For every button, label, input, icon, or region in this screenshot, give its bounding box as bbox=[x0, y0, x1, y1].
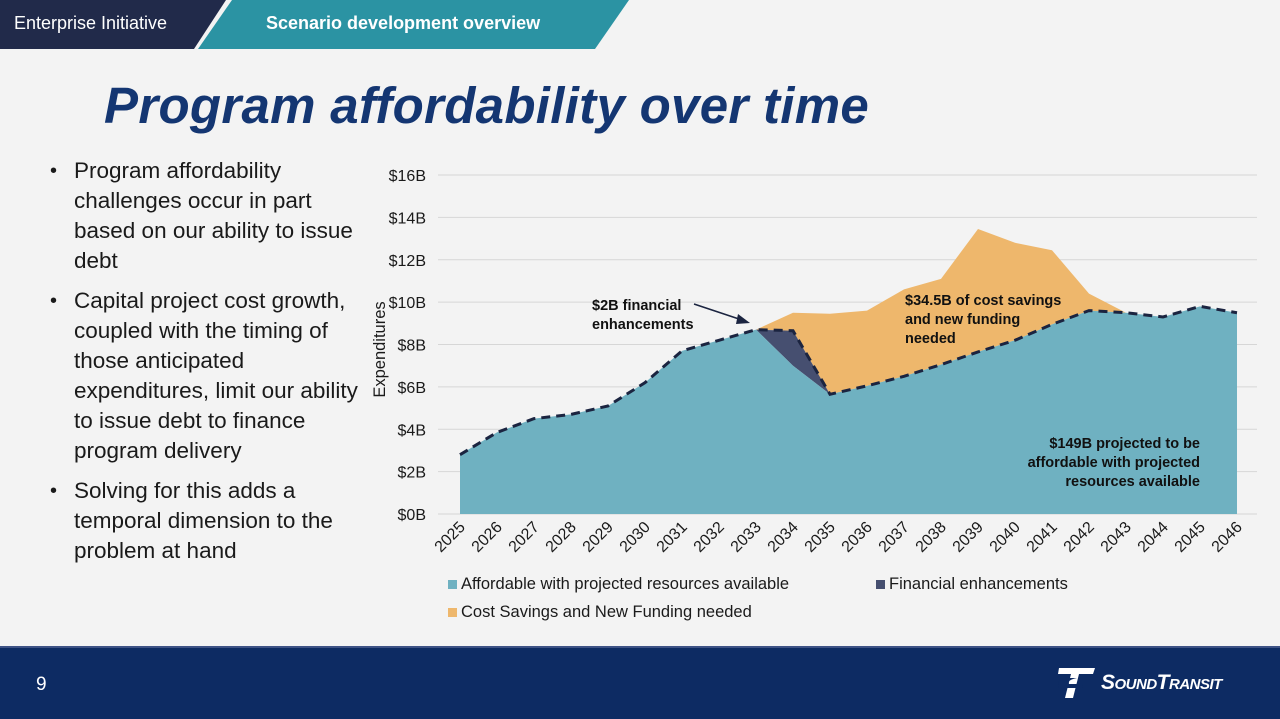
legend-label: Affordable with projected resources avai… bbox=[461, 575, 790, 593]
header-band: Enterprise Initiative Scenario developme… bbox=[0, 0, 1280, 50]
annotation-cost-savings: and new funding bbox=[905, 312, 1020, 328]
x-tick-label: 2032 bbox=[691, 519, 728, 556]
annotation-cost-savings: needed bbox=[905, 331, 956, 347]
x-tick-label: 2038 bbox=[913, 519, 950, 556]
x-tick-label: 2040 bbox=[987, 519, 1024, 556]
annotation-arrow-line bbox=[693, 303, 743, 321]
x-tick-label: 2028 bbox=[543, 519, 580, 556]
annotation-affordable-total: resources available bbox=[1065, 474, 1200, 490]
sound-transit-logo: SoundTransit bbox=[1055, 666, 1222, 700]
x-tick-label: 2043 bbox=[1098, 519, 1135, 556]
annotation-financial-enhancements: $2B financial bbox=[592, 298, 681, 314]
x-tick-label: 2026 bbox=[469, 519, 506, 556]
x-tick-label: 2044 bbox=[1135, 519, 1172, 556]
legend-item-affordable: Affordable with projected resources avai… bbox=[448, 575, 789, 594]
y-tick-label: $2B bbox=[398, 465, 426, 482]
topic-tab bbox=[198, 0, 629, 49]
annotation-arrow-head-icon bbox=[736, 314, 750, 324]
x-tick-label: 2034 bbox=[765, 519, 802, 556]
x-tick-label: 2039 bbox=[950, 519, 987, 556]
y-tick-label: $12B bbox=[389, 253, 426, 270]
y-axis-title: Expenditures bbox=[371, 301, 389, 397]
bullet-item: • Solving for this adds a temporal dimens… bbox=[50, 476, 360, 566]
x-tick-label: 2035 bbox=[802, 519, 839, 556]
x-tick-label: 2025 bbox=[432, 519, 469, 556]
chart-svg: $0B $2B $4B $6B $8B $10B $12B $14B $16B Expenditu… bbox=[371, 168, 1257, 556]
y-tick-label: $6B bbox=[398, 380, 426, 397]
page-number: 9 bbox=[36, 674, 47, 695]
y-tick-label: $8B bbox=[398, 338, 426, 355]
bullet-text: Capital project cost growth, coupled wit… bbox=[74, 288, 358, 463]
bullet-item: • Capital project cost growth, coupled wi… bbox=[50, 286, 360, 466]
bullet-text: Solving for this adds a temporal dimensi… bbox=[74, 478, 333, 563]
dashed-line-affordable-plus-enhancements bbox=[459, 304, 1238, 456]
annotation-affordable-total: affordable with projected bbox=[1028, 455, 1200, 471]
section-label: Enterprise Initiative bbox=[14, 13, 168, 33]
x-tick-label: 2046 bbox=[1209, 519, 1246, 556]
bullet-list: • Program affordability challenges occur … bbox=[50, 156, 360, 576]
topic-label: Scenario development overview bbox=[266, 13, 541, 33]
bullet-item: • Program affordability challenges occur … bbox=[50, 156, 360, 276]
y-tick-label: $4B bbox=[398, 422, 426, 439]
x-tick-label: 2036 bbox=[839, 519, 876, 556]
annotation-financial-enhancements: enhancements bbox=[592, 317, 694, 333]
x-tick-label: 2031 bbox=[654, 519, 691, 556]
x-tick-label: 2033 bbox=[728, 519, 765, 556]
bullet-icon: • bbox=[50, 290, 58, 312]
annotation-affordable-total: $149B projected to be bbox=[1049, 436, 1200, 452]
bullet-text: Program affordability challenges occur i… bbox=[74, 158, 353, 273]
y-tick-label: $0B bbox=[398, 507, 426, 524]
page-title: Program affordability over time bbox=[104, 77, 870, 134]
section-tab bbox=[0, 0, 226, 49]
x-tick-label: 2027 bbox=[506, 519, 543, 556]
legend-label: Financial enhancements bbox=[889, 575, 1068, 593]
legend-item-enhancements: Financial enhancements bbox=[876, 575, 1068, 594]
x-tick-label: 2029 bbox=[580, 519, 617, 556]
y-tick-label: $10B bbox=[389, 295, 426, 312]
legend-swatch-affordable bbox=[448, 580, 457, 589]
x-tick-label: 2045 bbox=[1172, 519, 1209, 556]
y-tick-label: $16B bbox=[389, 168, 426, 185]
x-tick-label: 2037 bbox=[876, 519, 913, 556]
x-tick-label: 2030 bbox=[617, 519, 654, 556]
legend-swatch-cost-savings bbox=[448, 608, 457, 617]
y-tick-label: $14B bbox=[389, 210, 426, 227]
logo-text: SoundTransit bbox=[1101, 671, 1222, 694]
legend-swatch-enhancements bbox=[876, 580, 885, 589]
sound-transit-logo-icon bbox=[1058, 668, 1095, 698]
annotation-cost-savings: $34.5B of cost savings bbox=[905, 293, 1061, 309]
x-tick-label: 2041 bbox=[1024, 519, 1061, 556]
footer-bar: 9 SoundTransit bbox=[0, 646, 1280, 719]
area-affordable bbox=[460, 306, 1237, 514]
x-tick-label: 2042 bbox=[1061, 519, 1098, 556]
bullet-icon: • bbox=[50, 160, 58, 182]
legend-label: Cost Savings and New Funding needed bbox=[461, 603, 752, 621]
bullet-icon: • bbox=[50, 480, 58, 502]
area-cost-savings bbox=[460, 229, 1237, 455]
affordability-chart: $0B $2B $4B $6B $8B $10B $12B $14B $16B Expenditu… bbox=[360, 150, 1280, 640]
legend-item-cost-savings: Cost Savings and New Funding needed bbox=[448, 603, 752, 622]
